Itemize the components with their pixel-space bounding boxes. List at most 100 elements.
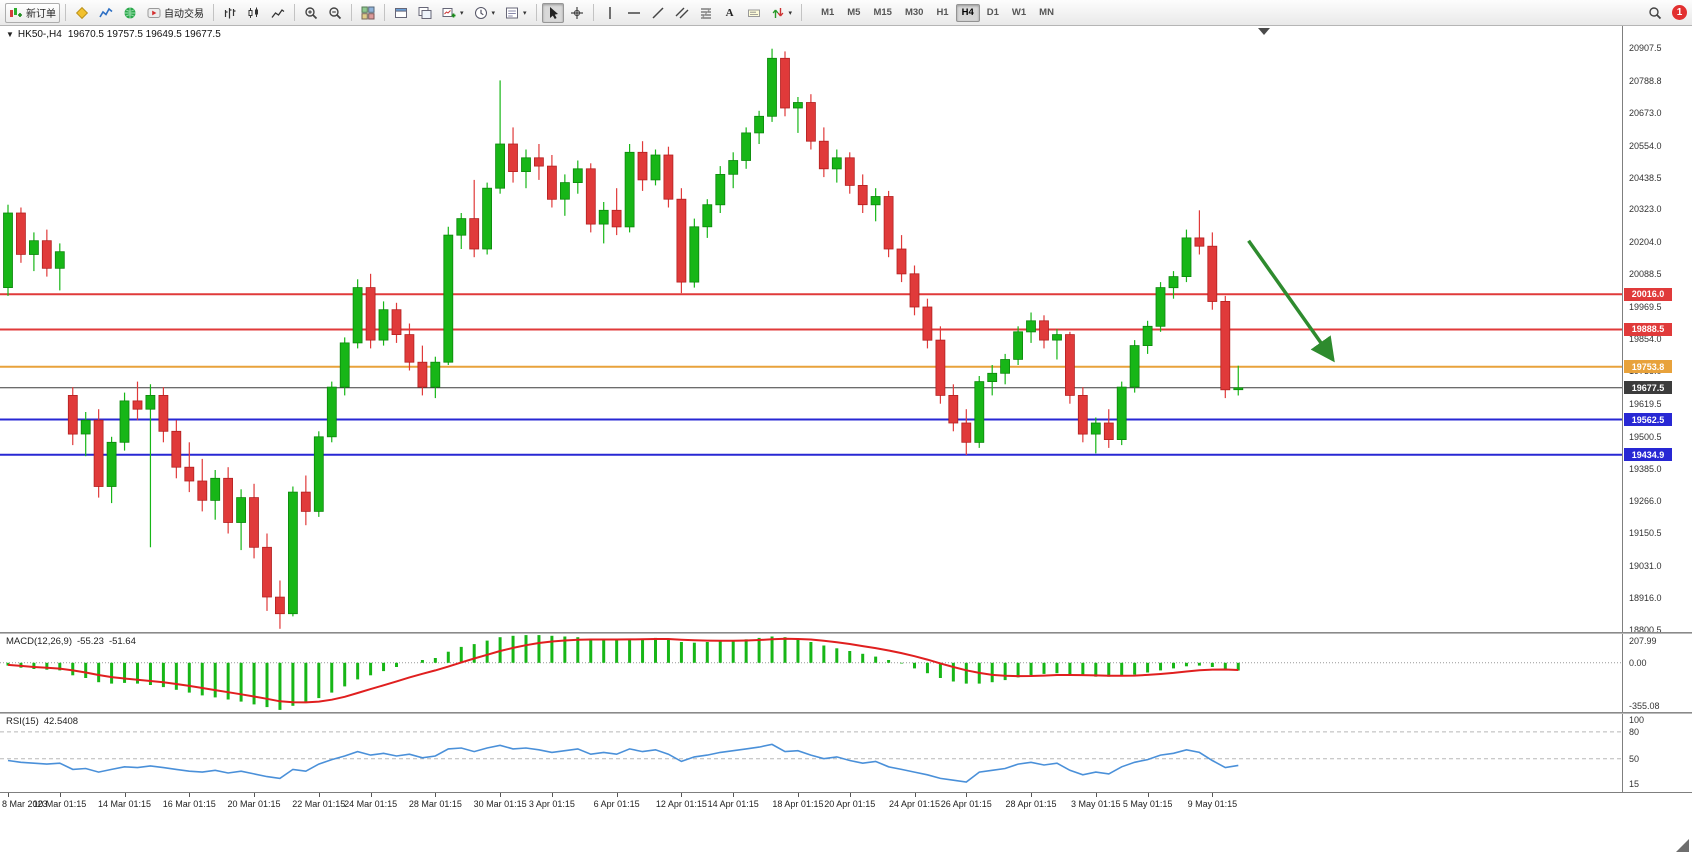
timeframe-m30-button[interactable]: M30 — [904, 7, 924, 18]
candle-body — [287, 491, 298, 615]
candle-body — [456, 218, 467, 236]
candle-body — [1000, 359, 1010, 374]
candle-body — [624, 151, 635, 228]
candle-body — [326, 386, 337, 438]
arrows-icon — [772, 7, 783, 18]
timeframe-m5-button[interactable]: M5 — [847, 7, 861, 18]
fibonacci-button[interactable] — [695, 3, 717, 23]
timeframe-h1-button[interactable]: H1 — [936, 7, 949, 18]
candle-body — [741, 132, 751, 161]
trendline-button[interactable] — [647, 3, 669, 23]
price-axis-tick: 20438.5 — [1629, 172, 1662, 183]
time-axis-label: 30 Mar 01:15 — [473, 799, 527, 809]
timeframe-m1-button[interactable]: M1 — [821, 7, 835, 18]
profiles-button[interactable]: ▾ — [470, 3, 500, 23]
time-axis-label: 6 Apr 01:15 — [593, 799, 640, 809]
price-tag: 19888.5 — [1624, 322, 1672, 336]
time-axis-label: 9 May 01:15 — [1187, 799, 1238, 809]
horizontal-line-button[interactable] — [623, 3, 645, 23]
candle-body — [844, 157, 855, 186]
time-axis-label: 24 Mar 01:15 — [344, 799, 398, 809]
price-axis-tick: 19266.0 — [1629, 496, 1662, 507]
candle-body — [1039, 320, 1049, 341]
candlestick-chart-button[interactable] — [243, 3, 265, 23]
rsi-line — [7, 743, 1239, 783]
new-order-icon — [10, 7, 22, 17]
horizontal-line-icon — [627, 11, 640, 14]
candle-body — [793, 102, 803, 109]
trend-arrow[interactable] — [1247, 239, 1335, 363]
candle-body — [249, 497, 259, 548]
zoom-in-icon — [305, 6, 318, 19]
bar-chart-button[interactable] — [219, 3, 241, 23]
notification-badge[interactable]: 1 — [1672, 5, 1687, 20]
timeframe-m15-button[interactable]: M15 — [873, 7, 892, 18]
templates-icon — [506, 7, 519, 18]
templates-button[interactable]: ▾ — [501, 3, 531, 23]
navigator-button[interactable] — [414, 3, 436, 23]
time-axis-label: 14 Apr 01:15 — [707, 799, 759, 809]
candle-body — [145, 394, 156, 410]
market-watch-button[interactable] — [95, 3, 117, 23]
metaeditor-button[interactable] — [71, 3, 93, 23]
candle-body — [715, 173, 726, 206]
time-axis-label: 28 Apr 01:15 — [1005, 799, 1057, 809]
ohlc-values: 19670.5 19757.5 19649.5 19677.5 — [67, 29, 221, 40]
price-axis-tick: 19031.0 — [1629, 561, 1662, 572]
timeframe-mn-button[interactable]: MN — [1039, 7, 1054, 18]
candle-body — [987, 372, 998, 382]
panel-splitter[interactable] — [0, 712, 1692, 714]
vertical-line-button[interactable] — [599, 3, 621, 23]
autotrading-button[interactable]: 自动交易 — [143, 3, 208, 23]
candle-body — [313, 436, 324, 512]
rsi-value: 42.5408 — [43, 716, 79, 727]
macd-axis-tick: 207.99 — [1629, 636, 1657, 646]
candle-body — [1090, 422, 1101, 435]
candle-body — [54, 251, 65, 269]
candle-body — [767, 57, 777, 117]
label-button[interactable] — [743, 3, 765, 23]
collapse-triangle-icon[interactable]: ▼ — [6, 30, 14, 39]
timeframe-w1-button[interactable]: W1 — [1011, 7, 1027, 18]
candle-body — [171, 430, 182, 468]
candle-body — [495, 143, 506, 189]
macd-axis-tick: -355.08 — [1629, 701, 1660, 711]
candle-body — [676, 198, 687, 283]
toolbar-separator — [213, 4, 214, 21]
window-resize-grip[interactable] — [1676, 839, 1689, 852]
price-tag: 19434.9 — [1624, 448, 1672, 462]
price-axis-tick: 19969.5 — [1629, 302, 1662, 313]
crosshair-button[interactable] — [566, 3, 588, 23]
zoom-in-button[interactable] — [300, 3, 322, 23]
panel-splitter[interactable] — [0, 632, 1692, 634]
candle-body — [935, 339, 946, 396]
rsi-name: RSI(15) — [6, 716, 39, 727]
tile-windows-button[interactable] — [357, 3, 379, 23]
channel-button[interactable] — [671, 3, 693, 23]
data-window-button[interactable] — [390, 3, 412, 23]
price-axis-tick: 20088.5 — [1629, 269, 1662, 280]
chart-shift-marker-icon[interactable] — [1258, 28, 1270, 35]
candle-body — [1181, 237, 1192, 277]
candle-body — [1116, 386, 1127, 441]
price-axis-tick: 18916.0 — [1629, 593, 1662, 604]
community-icon — [124, 7, 136, 18]
cursor-button[interactable] — [541, 2, 564, 23]
timeframe-h4-button[interactable]: H4 — [955, 3, 980, 22]
arrows-button[interactable]: ▾ — [767, 3, 797, 23]
candle-body — [663, 154, 674, 200]
macd-name: MACD(12,26,9) — [6, 636, 72, 647]
timeframe-d1-button[interactable]: D1 — [986, 7, 999, 18]
community-button[interactable] — [119, 3, 141, 23]
search-button[interactable] — [1644, 3, 1666, 23]
candle-body — [974, 381, 985, 443]
zoom-out-button[interactable] — [324, 3, 346, 23]
candle-body — [67, 394, 78, 435]
new-order-button[interactable]: 新订单 — [5, 2, 60, 23]
macd-value-main: -55.23 — [77, 636, 104, 647]
time-tick — [1147, 793, 1149, 797]
text-button[interactable]: A — [719, 3, 741, 23]
line-chart-button[interactable] — [267, 3, 289, 23]
new-chart-button[interactable]: ▾ — [438, 3, 468, 23]
candle-body — [15, 212, 26, 255]
